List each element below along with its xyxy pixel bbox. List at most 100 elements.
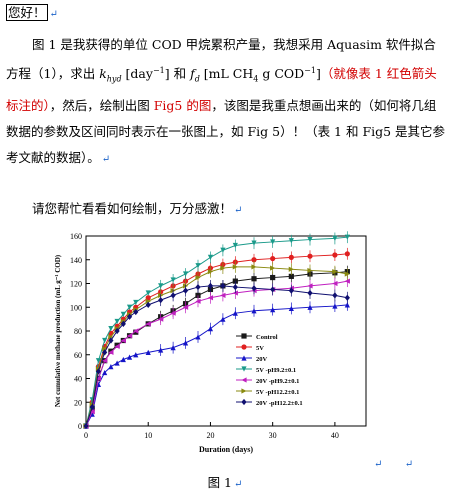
y-tick-label: 100: [70, 303, 82, 312]
data-point: [207, 282, 214, 289]
data-point: [195, 274, 201, 281]
data-point: [170, 310, 176, 316]
data-point: [232, 264, 238, 270]
data-point: [207, 295, 214, 301]
data-point: [307, 283, 313, 289]
data-point: [344, 234, 350, 240]
series-line-3: [85, 236, 348, 427]
y-tick-label: 60: [74, 351, 82, 360]
data-point: [232, 283, 238, 291]
paragraph-1: 图 1 是我获得的单位 COD 甲烷累积产量，我想采用 Aquasim 软件拟合…: [6, 32, 446, 173]
data-point: [133, 352, 139, 358]
p1-red-note: （就像表 1 红色箭头标注的）: [6, 66, 437, 113]
y-tick-label: 120: [70, 280, 82, 289]
data-point: [145, 295, 151, 301]
data-point: [95, 375, 102, 382]
data-point: [182, 304, 189, 310]
x-tick-label: 0: [84, 431, 88, 440]
legend-label: Control: [256, 334, 278, 341]
series-line-0: [85, 271, 348, 427]
legend-label: 20V -pH9.2±0.1: [256, 378, 299, 385]
data-point: [251, 240, 257, 246]
p1-text-e: g COD: [258, 66, 305, 82]
paragraph-2: 请您帮忙看看如何绘制，万分感激！ ↵: [6, 196, 446, 224]
data-point: [232, 310, 238, 316]
series-line-5: [85, 266, 348, 427]
data-point: [332, 252, 338, 258]
p1-sup-1: −1: [152, 66, 165, 75]
p1-sup-2: −1: [304, 66, 316, 75]
legend-marker: [241, 344, 247, 350]
paragraph-mark-icon: ↵: [49, 9, 58, 20]
data-point: [195, 298, 201, 304]
paragraph-mark-icon: ↵: [404, 459, 414, 470]
data-point: [108, 364, 114, 370]
legend-marker: [241, 377, 247, 383]
data-point: [158, 316, 164, 322]
y-tick-label: 80: [74, 327, 82, 336]
data-point: [170, 292, 176, 299]
data-point: [170, 277, 176, 283]
data-point: [344, 271, 350, 277]
data-point: [145, 301, 151, 308]
data-point: [288, 287, 294, 294]
data-point: [114, 318, 120, 325]
data-point: [288, 273, 294, 279]
legend-label: 5V -pH12.2±0.1: [256, 389, 299, 396]
data-point: [207, 254, 214, 260]
data-point: [220, 247, 226, 253]
data-point: [108, 334, 114, 340]
p1-text-h: ，该图是我重点想画出来的（如何将几组数据的参数及区间同时表示在一张图上，如 Fi…: [6, 97, 446, 165]
data-point: [102, 349, 108, 356]
paragraph-mark-icon: ↵: [101, 153, 111, 165]
data-point: [126, 313, 133, 320]
data-point: [145, 321, 151, 327]
data-point: [133, 299, 139, 306]
data-point: [251, 285, 257, 292]
data-point: [182, 271, 189, 277]
data-point: [251, 308, 257, 314]
p1-text-a: 图 1 是我获得的单位 COD 甲烷累积产量，我想采用 Aquasim 软件拟合…: [6, 37, 436, 82]
data-point: [145, 349, 151, 355]
data-point: [332, 269, 338, 275]
data-point: [126, 354, 133, 360]
data-point: [102, 358, 108, 364]
fd-sub: d: [194, 74, 200, 84]
p1-text-b: [day: [121, 66, 153, 82]
y-tick-label: 0: [78, 422, 82, 431]
data-point: [307, 267, 313, 274]
caption-text: 图 1: [207, 475, 233, 490]
p1-text-c: ] 和: [164, 66, 191, 82]
data-point: [288, 305, 294, 312]
data-point: [158, 283, 164, 289]
khyd-k: k: [99, 66, 107, 82]
data-point: [332, 280, 338, 287]
legend-marker: [241, 388, 247, 394]
data-point: [220, 265, 226, 271]
p1-text-f: ]: [315, 66, 321, 82]
data-point: [102, 346, 108, 352]
y-tick-label: 40: [74, 375, 82, 384]
data-point: [332, 292, 338, 299]
data-point: [220, 282, 226, 289]
data-point: [120, 320, 126, 327]
x-tick-label: 30: [269, 431, 277, 440]
data-point: [307, 236, 313, 243]
data-point: [114, 327, 120, 335]
series-line-4: [85, 280, 348, 427]
figure-marks: ↵ ↵: [372, 452, 413, 471]
figure-1-chart: 0 10 20 30 40 0 20 40 60 80 100 120 140 160 Duration (…: [46, 228, 376, 468]
data-point: [195, 283, 201, 291]
data-point: [108, 337, 114, 344]
data-point: [145, 298, 151, 304]
y-tick-label: 20: [74, 398, 82, 407]
data-point: [288, 266, 294, 272]
legend-label: 5V: [256, 345, 264, 352]
x-axis-label: Duration (days): [199, 445, 253, 454]
p1-text-g: ，然后，绘制出图: [49, 97, 154, 113]
data-point: [251, 276, 257, 282]
greeting-line: 您好！ ↵: [6, 0, 446, 28]
data-point: [158, 297, 164, 304]
p1-sub-4: 4: [253, 74, 259, 84]
x-tick-label: 10: [144, 431, 152, 440]
